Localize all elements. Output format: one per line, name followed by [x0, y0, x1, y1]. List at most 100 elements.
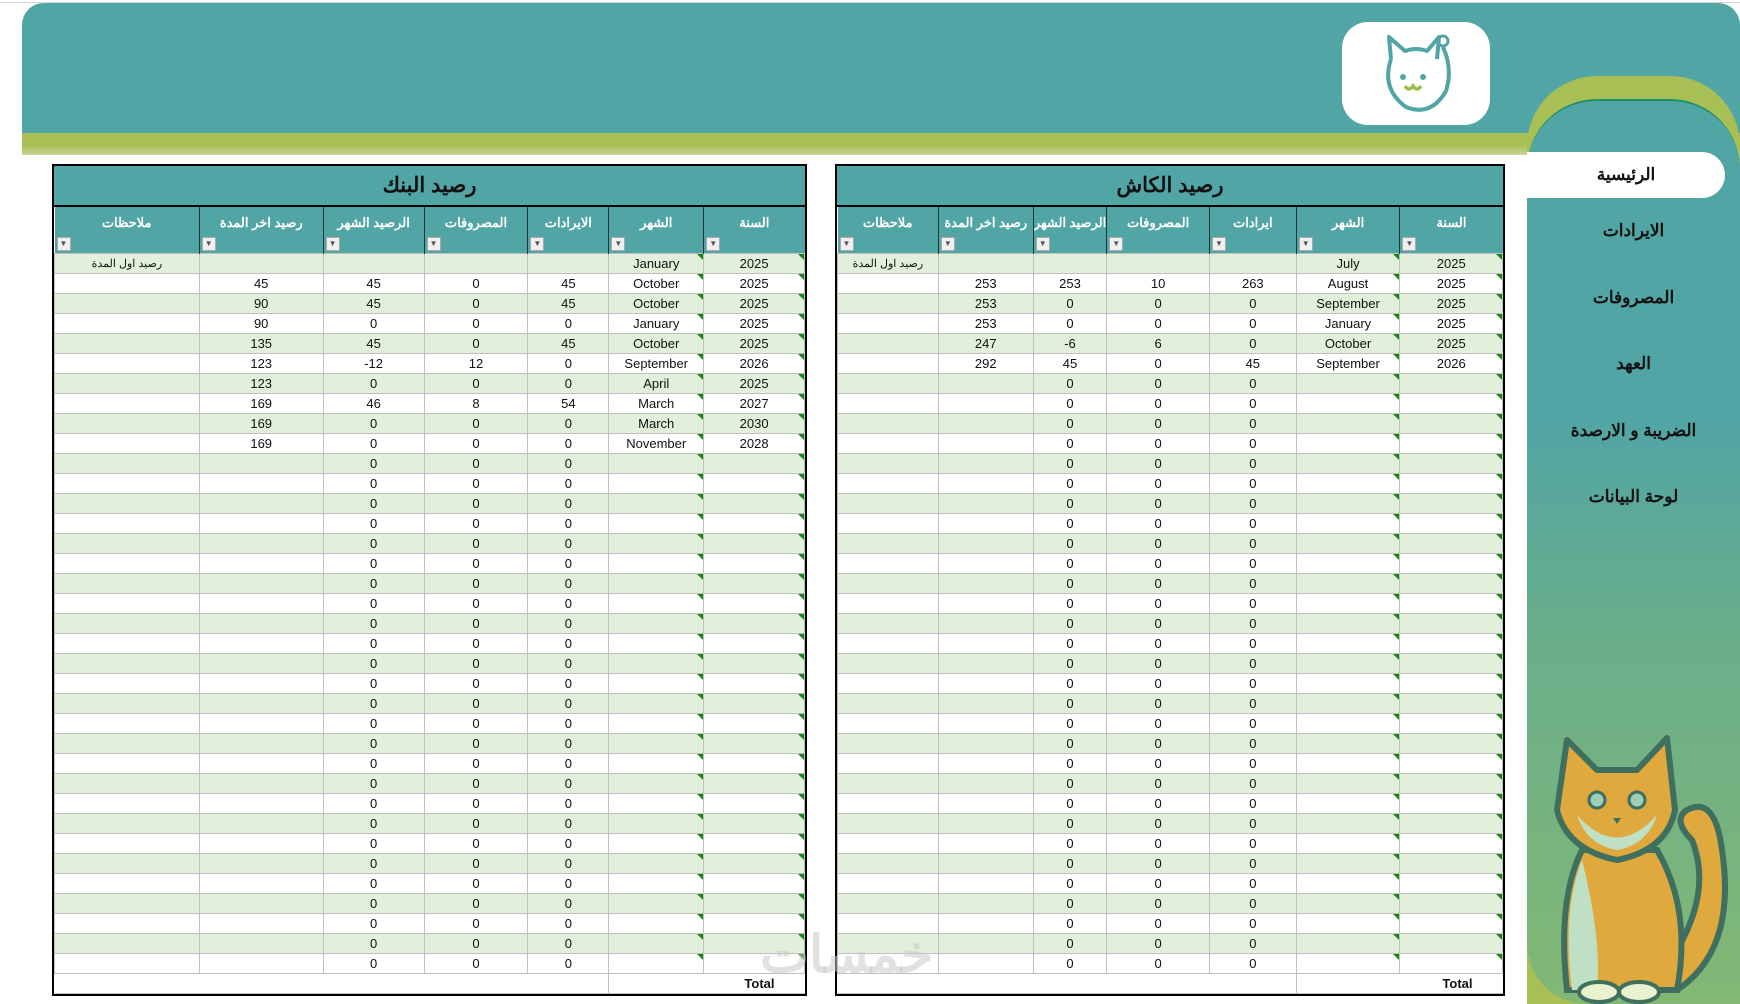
- cell-end-balance[interactable]: [198, 552, 324, 574]
- cell-notes[interactable]: [54, 732, 200, 754]
- cell-end-balance[interactable]: [937, 372, 1034, 394]
- cell-month-balance[interactable]: 0: [322, 712, 425, 734]
- cell-end-balance[interactable]: [937, 692, 1034, 714]
- cell-year[interactable]: [1399, 712, 1503, 734]
- cell-month-balance[interactable]: 0: [1032, 932, 1108, 954]
- cell-expenses[interactable]: 0: [1106, 912, 1210, 934]
- cell-notes[interactable]: [837, 332, 939, 354]
- cell-notes[interactable]: [837, 852, 939, 874]
- cell-month[interactable]: [608, 592, 705, 614]
- cell-end-balance[interactable]: [937, 552, 1034, 574]
- cell-expenses[interactable]: 0: [1106, 892, 1210, 914]
- cell-expenses[interactable]: [1106, 252, 1210, 274]
- cell-month-balance[interactable]: 0: [322, 672, 425, 694]
- cell-month-balance[interactable]: 0: [322, 552, 425, 574]
- cell-revenues[interactable]: 0: [527, 772, 610, 794]
- cell-year[interactable]: 2027: [703, 392, 805, 414]
- cell-month-balance[interactable]: 0: [1032, 652, 1108, 674]
- cell-month-balance[interactable]: 0: [322, 692, 425, 714]
- cell-year[interactable]: [703, 872, 805, 894]
- cell-expenses[interactable]: 0: [1106, 952, 1210, 974]
- cell-expenses[interactable]: 0: [423, 372, 529, 394]
- cell-notes[interactable]: [837, 592, 939, 614]
- cell-expenses[interactable]: 0: [423, 772, 529, 794]
- cell-month[interactable]: [608, 912, 705, 934]
- cell-month-balance[interactable]: 0: [1032, 772, 1108, 794]
- cell-end-balance[interactable]: [198, 772, 324, 794]
- cell-month[interactable]: [608, 812, 705, 834]
- cell-year[interactable]: [703, 672, 805, 694]
- cell-month[interactable]: [1295, 512, 1401, 534]
- cell-revenues[interactable]: 0: [1208, 552, 1297, 574]
- cell-year[interactable]: [1399, 552, 1503, 574]
- cell-end-balance[interactable]: [937, 532, 1034, 554]
- cell-end-balance[interactable]: [937, 252, 1034, 274]
- cell-month-balance[interactable]: 45: [322, 272, 425, 294]
- cell-expenses[interactable]: 0: [1106, 452, 1210, 474]
- cell-month-balance[interactable]: 0: [322, 472, 425, 494]
- cell-month-balance[interactable]: 0: [1032, 812, 1108, 834]
- cell-year[interactable]: 2025: [703, 372, 805, 394]
- cell-notes[interactable]: [54, 652, 200, 674]
- cell-year[interactable]: 2025: [1399, 272, 1503, 294]
- cell-revenues[interactable]: 0: [527, 592, 610, 614]
- cell-revenues[interactable]: 0: [1208, 332, 1297, 354]
- cell-revenues[interactable]: 0: [1208, 912, 1297, 934]
- cell-month-balance[interactable]: 0: [1032, 312, 1108, 334]
- cell-month-balance[interactable]: 0: [322, 892, 425, 914]
- cell-end-balance[interactable]: 169: [198, 432, 324, 454]
- cell-month[interactable]: [1295, 732, 1401, 754]
- cell-revenues[interactable]: 0: [1208, 752, 1297, 774]
- cell-month-balance[interactable]: 0: [1032, 492, 1108, 514]
- cell-month-balance[interactable]: 0: [322, 432, 425, 454]
- cell-month[interactable]: [1295, 772, 1401, 794]
- cell-month[interactable]: [1295, 472, 1401, 494]
- cell-year[interactable]: 2026: [703, 352, 805, 374]
- cell-end-balance[interactable]: 253: [937, 292, 1034, 314]
- cell-month-balance[interactable]: 0: [1032, 832, 1108, 854]
- cell-expenses[interactable]: 0: [423, 472, 529, 494]
- cell-month-balance[interactable]: [322, 252, 425, 274]
- cell-revenues[interactable]: [1208, 252, 1297, 274]
- cell-year[interactable]: [1399, 952, 1503, 974]
- cell-month[interactable]: [608, 772, 705, 794]
- cell-revenues[interactable]: 0: [527, 372, 610, 394]
- cell-revenues[interactable]: 0: [527, 492, 610, 514]
- cell-end-balance[interactable]: [937, 672, 1034, 694]
- cell-month-balance[interactable]: 0: [322, 932, 425, 954]
- cell-year[interactable]: [703, 952, 805, 974]
- cell-month[interactable]: [1295, 812, 1401, 834]
- cell-month-balance[interactable]: 0: [322, 312, 425, 334]
- cell-year[interactable]: [703, 592, 805, 614]
- cell-year[interactable]: [703, 812, 805, 834]
- cell-notes[interactable]: [837, 392, 939, 414]
- cell-expenses[interactable]: 0: [1106, 432, 1210, 454]
- cell-month-balance[interactable]: 0: [1032, 392, 1108, 414]
- cell-year[interactable]: [1399, 512, 1503, 534]
- cell-year[interactable]: [1399, 872, 1503, 894]
- cell-year[interactable]: [1399, 572, 1503, 594]
- cell-year[interactable]: 2025: [1399, 332, 1503, 354]
- cell-month[interactable]: April: [608, 372, 705, 394]
- cell-revenues[interactable]: 0: [527, 552, 610, 574]
- cell-revenues[interactable]: 45: [527, 292, 610, 314]
- cell-notes[interactable]: [54, 312, 200, 334]
- cell-notes[interactable]: [54, 952, 200, 974]
- cell-revenues[interactable]: 0: [1208, 812, 1297, 834]
- filter-dropdown-icon[interactable]: ▼: [201, 236, 216, 251]
- cell-notes[interactable]: [837, 452, 939, 474]
- cell-notes[interactable]: [837, 832, 939, 854]
- cell-end-balance[interactable]: [937, 412, 1034, 434]
- cell-revenues[interactable]: 0: [1208, 452, 1297, 474]
- cell-revenues[interactable]: 0: [527, 732, 610, 754]
- cell-month[interactable]: [608, 752, 705, 774]
- cell-expenses[interactable]: 0: [423, 572, 529, 594]
- cell-expenses[interactable]: 0: [423, 952, 529, 974]
- cell-year[interactable]: [1399, 592, 1503, 614]
- cell-month-balance[interactable]: 0: [1032, 532, 1108, 554]
- cell-month-balance[interactable]: 0: [1032, 292, 1108, 314]
- cell-notes[interactable]: [837, 352, 939, 374]
- cell-year[interactable]: [703, 832, 805, 854]
- cell-month-balance[interactable]: 0: [1032, 752, 1108, 774]
- cell-revenues[interactable]: 45: [527, 272, 610, 294]
